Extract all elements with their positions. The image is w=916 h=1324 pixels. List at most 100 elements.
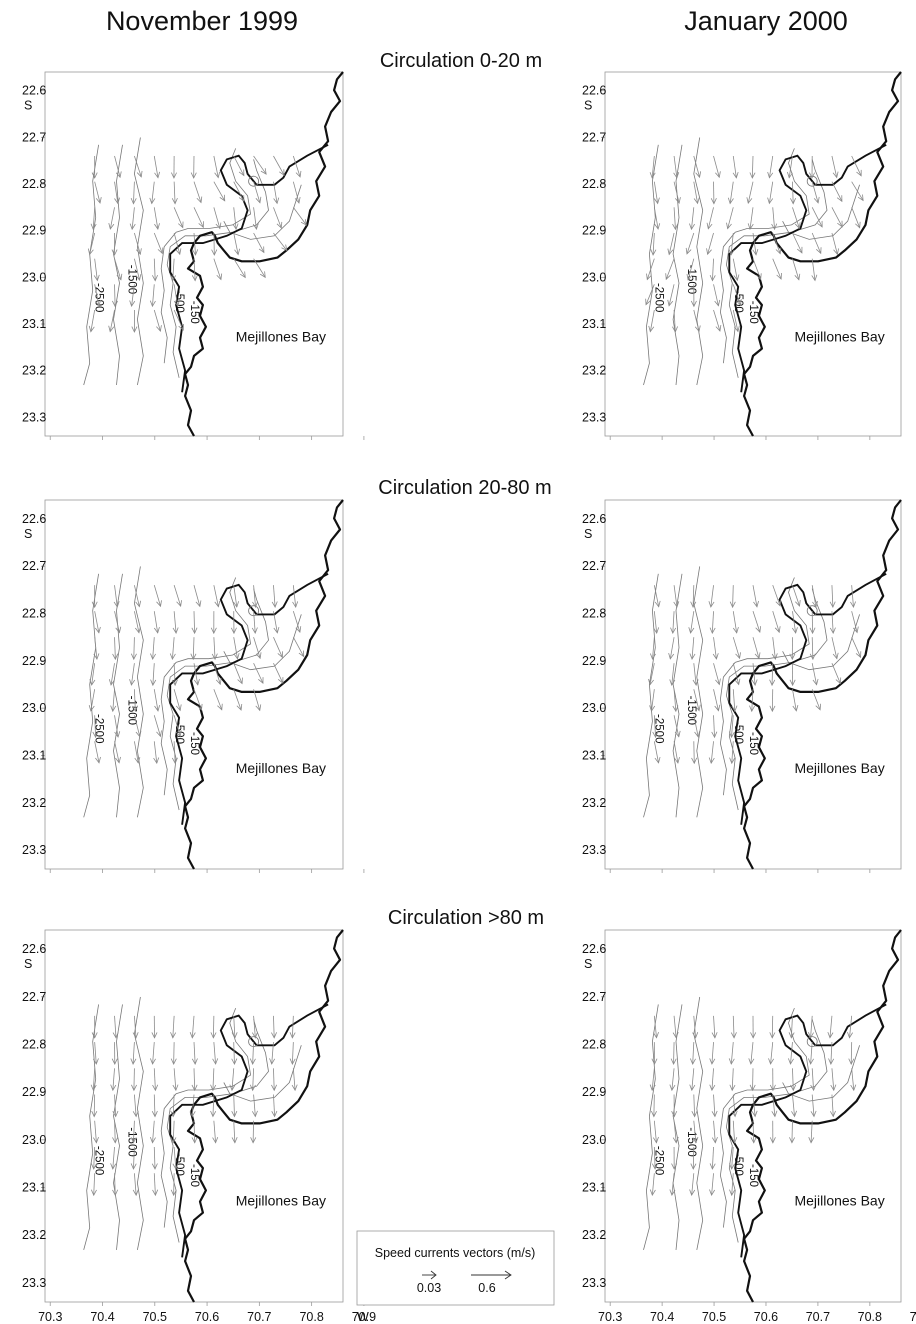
current-vector-head [788,1032,795,1039]
current-vector-head [649,705,656,712]
legend-large-value: 0.6 [478,1281,495,1295]
current-vector-head [669,1084,676,1092]
current-vector [691,207,695,230]
current-vector-head [130,1163,137,1170]
current-vector-head [149,300,156,308]
current-vector [273,663,284,684]
current-vector-head [152,1084,159,1092]
current-vector [133,1120,135,1143]
current-vector [191,1094,195,1117]
legend-small-value: 0.03 [417,1281,441,1295]
current-vector [153,741,158,764]
current-vector [668,232,675,255]
current-vector-head [251,627,258,635]
panel-nov1999-80m: 22.6 22.7 22.8 22.9 23.0 23.1 23.2 23.3 S 70.9 70.… [22,929,376,1324]
current-vector-head [729,1163,735,1170]
current-vector-head [289,1032,296,1039]
current-vector-head [112,1189,119,1197]
current-vector [112,689,115,712]
lon-tick-label: 70.3 [38,1310,62,1324]
current-vector [727,207,734,229]
current-vector-head [691,1110,698,1118]
current-vector-head [171,172,177,179]
current-vector-head [653,1031,659,1039]
bay-label: Mejillones Bay [794,1192,884,1208]
lat-tick-label: 22.9 [582,1085,606,1099]
current-vector [134,585,140,607]
current-vector-head [156,730,162,738]
current-vector-head [110,705,117,713]
current-vector-head [835,677,842,685]
current-vector-head [189,1110,196,1118]
current-vector-head [95,756,101,764]
current-vector-head [815,703,822,711]
current-vector-head [669,679,676,687]
current-vector [134,1015,137,1038]
coastline [184,71,344,437]
lat-tick-label: 22.8 [582,1037,606,1051]
lat-tick-label: 22.6 [22,942,46,956]
lat-tick-label: 22.7 [582,130,606,144]
current-vector-head [170,1110,177,1118]
current-vector [114,1173,116,1196]
current-vector [831,585,834,608]
current-vector [692,1042,695,1065]
current-vector-head [708,757,715,765]
current-vector-head [652,731,659,739]
current-vector [673,155,678,178]
current-vector-head [651,1058,658,1065]
current-vector-head [706,222,713,230]
current-vector [193,258,196,281]
current-vector [94,611,100,633]
current-vector-head [709,274,716,282]
current-vector [811,1094,815,1117]
isobath-label: -500 [732,1153,744,1176]
current-vector [172,1094,175,1117]
current-vector [707,232,714,255]
current-vector-head [230,627,237,635]
isobath-line [643,144,659,386]
lon-tick-label: 70.4 [90,1310,114,1324]
current-vector [293,207,307,226]
current-vector [851,181,864,201]
current-vector [213,663,221,685]
current-vector-head [791,627,798,634]
current-vector [112,1068,115,1091]
current-vector [94,284,100,306]
coastline [743,499,902,870]
current-vector [114,741,120,763]
current-vector [752,1120,755,1143]
current-vector-head [848,1058,855,1065]
current-vector [691,1173,695,1196]
isobath-line [719,1007,810,1228]
current-vector-head [715,171,721,179]
lat-tick-label: 23.0 [582,701,606,715]
current-vector-head [271,1084,277,1092]
isobath-line [782,1045,860,1102]
current-vector-head [87,248,94,256]
current-vector [830,1042,833,1065]
current-vector [213,585,219,607]
lat-hemisphere-label: S [24,99,32,113]
current-vector [233,689,242,711]
current-vector-head [112,1137,119,1144]
current-vector-head [112,653,119,661]
current-vector-head [668,652,675,660]
current-vector-head [279,169,285,177]
current-vector-head [94,626,101,634]
isobath-line [672,1004,683,1250]
current-vector [752,1094,756,1117]
current-vector [693,1120,697,1143]
current-vector [152,637,155,660]
current-vector-head [239,271,246,279]
current-vector-head [709,1084,716,1092]
current-vector [751,689,754,712]
current-vector-head [715,325,722,332]
current-vector-head [171,679,178,687]
current-vector [751,155,754,179]
current-vector-head [714,299,721,307]
current-vector [811,207,823,228]
isobath-line [693,566,704,818]
current-vector [829,1015,833,1038]
isobath-bold-line [169,572,329,825]
